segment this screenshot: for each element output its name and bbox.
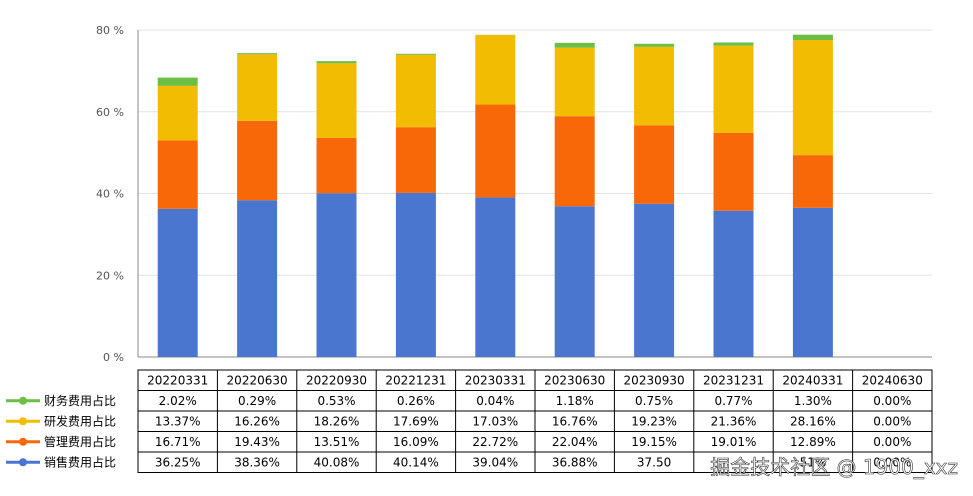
table-value-cell: 18.26%	[314, 414, 360, 428]
bar-segment	[554, 47, 595, 117]
table-value-cell: 17.03%	[472, 414, 518, 428]
bar-segment	[237, 120, 278, 201]
table-value-cell: 13.37%	[155, 414, 201, 428]
bar-segment	[792, 40, 833, 156]
table-value-cell: 28.16%	[790, 414, 836, 428]
bar-segment	[713, 45, 754, 133]
bar-segment	[634, 43, 675, 47]
table-value-cell: 22.72%	[472, 435, 518, 449]
legend-marker	[19, 437, 27, 446]
legend-label: 研发费用占比	[44, 413, 116, 428]
bar-segment	[157, 140, 198, 209]
bar-segment	[316, 137, 357, 194]
bar-segment	[237, 53, 278, 55]
table-value-cell: 22.04%	[552, 435, 598, 449]
bar-segment	[792, 155, 833, 208]
table-value-cell: 19.43%	[234, 435, 280, 449]
table-value-cell: 0.29%	[238, 394, 276, 408]
bar-segment	[713, 132, 754, 211]
table-value-cell: 0.77%	[714, 394, 752, 408]
bar-segment	[395, 54, 436, 128]
table-header-cell: 20220930	[306, 373, 367, 387]
table-value-cell: 1.30%	[794, 394, 832, 408]
y-tick-label: 60 %	[96, 106, 124, 119]
table-value-cell: 39.04%	[472, 455, 518, 469]
bar-segment	[554, 42, 595, 48]
table-value-cell: 17.69%	[393, 414, 439, 428]
table-header-cell: 20230331	[465, 373, 526, 387]
bar-segment	[475, 104, 516, 198]
legend-label: 销售费用占比	[44, 454, 116, 469]
table-value-cell: 40.08%	[314, 455, 360, 469]
table-value-cell: 16.76%	[552, 414, 598, 428]
bar-segment	[395, 53, 436, 55]
table-header-cell: 20230930	[624, 373, 685, 387]
bar-segment	[475, 197, 516, 357]
bar-segment	[316, 61, 357, 64]
table-value-cell: 13.51%	[314, 435, 360, 449]
table-value-cell: 51%	[800, 455, 827, 469]
legend-marker	[19, 396, 27, 405]
bar-segment	[475, 34, 516, 105]
bar-segment	[713, 210, 754, 357]
table-value-cell: 36.25%	[155, 455, 201, 469]
legend-label: 管理费用占比	[44, 434, 116, 449]
table-value-cell: 19.01%	[711, 435, 757, 449]
table-value-cell: 37.50	[637, 455, 671, 469]
table-value-cell: 19.15%	[631, 435, 677, 449]
y-tick-label: 20 %	[96, 269, 124, 282]
bar-segment	[157, 77, 198, 86]
bar-segment	[237, 54, 278, 121]
table-value-cell: 0.04%	[476, 394, 514, 408]
table-header-cell: 20240331	[782, 373, 843, 387]
bar-segment	[316, 193, 357, 357]
table-value-cell: 16.26%	[234, 414, 280, 428]
bar-segment	[634, 203, 675, 357]
bar-segment	[395, 192, 436, 357]
watermark-text: 掘金技术社区 @ 1900_xxz	[710, 455, 958, 479]
table-value-cell: 0.00%	[873, 455, 911, 469]
legend-marker	[19, 458, 27, 467]
table-header-cell: 20221231	[385, 373, 446, 387]
y-tick-label: 0 %	[103, 351, 124, 364]
bar-segment	[792, 207, 833, 357]
table-value-cell: 1.18%	[556, 394, 594, 408]
bar-segment	[395, 127, 436, 193]
bar-segment	[792, 34, 833, 41]
table-value-cell: 0.53%	[317, 394, 355, 408]
table-value-cell: 0.26%	[397, 394, 435, 408]
table-value-cell: 12.89%	[790, 435, 836, 449]
table-value-cell: 0.00%	[873, 394, 911, 408]
table-header-cell: 20220630	[227, 373, 288, 387]
table-value-cell: 2.02%	[159, 394, 197, 408]
table-header-cell: 20231231	[703, 373, 764, 387]
table-value-cell: 16.09%	[393, 435, 439, 449]
bar-segment	[157, 85, 198, 141]
y-tick-label: 80 %	[96, 24, 124, 37]
bar-segment	[634, 46, 675, 126]
table-value-cell: 16.71%	[155, 435, 201, 449]
table-value-cell: 36.88%	[552, 455, 598, 469]
bar-segment	[554, 206, 595, 357]
table-value-cell: 19.23%	[631, 414, 677, 428]
table-header-cell: 20220331	[147, 373, 208, 387]
bar-segment	[713, 42, 754, 46]
table-value-cell: 38.36%	[234, 455, 280, 469]
table-value-cell: 0.00%	[873, 435, 911, 449]
legend-marker	[19, 417, 27, 426]
table-value-cell: 0.00%	[873, 414, 911, 428]
legend-label: 财务费用占比	[44, 393, 116, 408]
bar-segment	[634, 125, 675, 204]
table-value-cell: 0.75%	[635, 394, 673, 408]
bar-segment	[316, 63, 357, 138]
bar-segment	[237, 200, 278, 357]
bar-segment	[554, 116, 595, 207]
table-header-cell: 20230630	[544, 373, 605, 387]
table-value-cell: 40.14%	[393, 455, 439, 469]
table-value-cell: 21.36%	[711, 414, 757, 428]
bar-segment	[157, 208, 198, 357]
table-header-cell: 20240630	[862, 373, 923, 387]
y-tick-label: 40 %	[96, 188, 124, 201]
